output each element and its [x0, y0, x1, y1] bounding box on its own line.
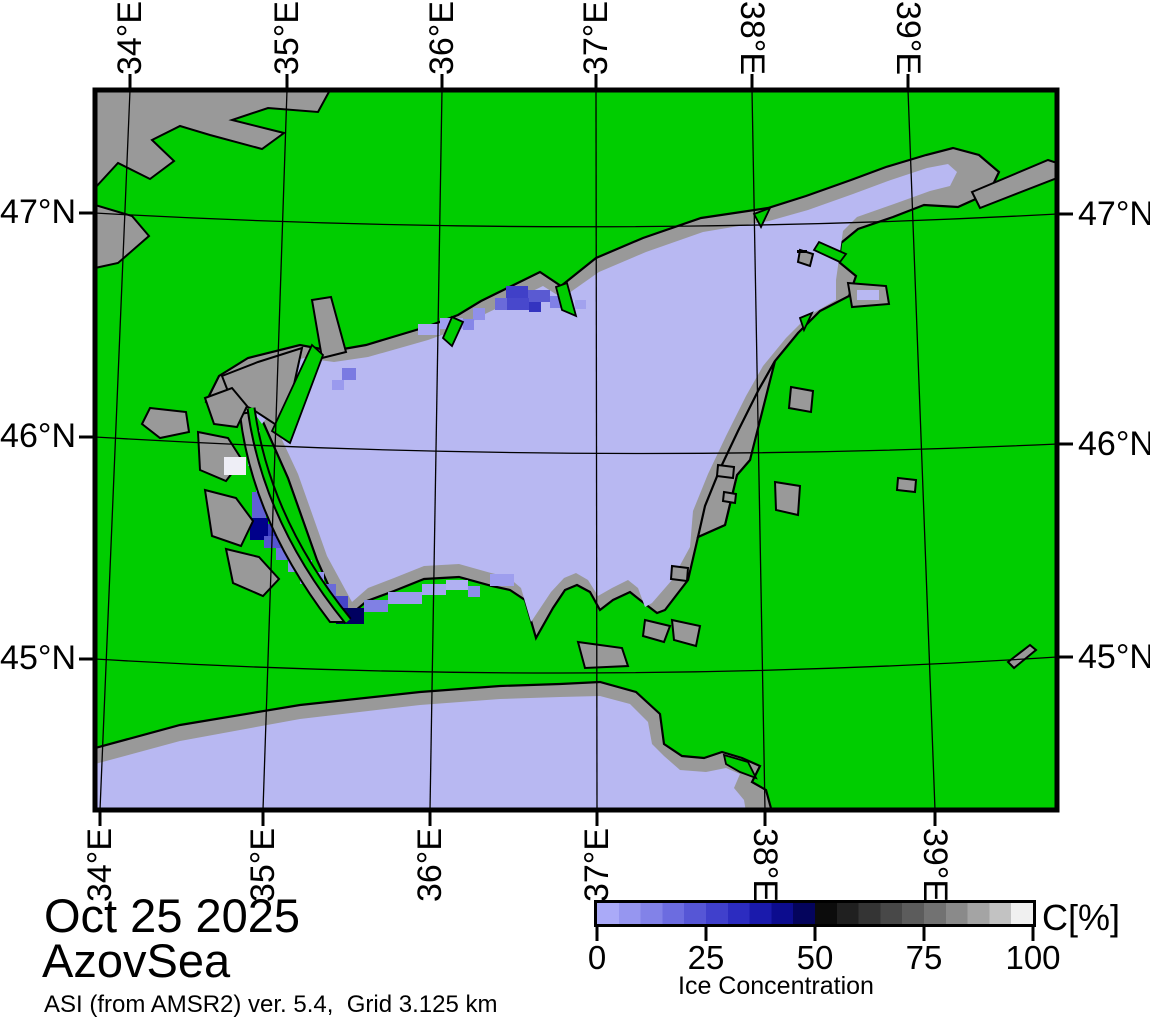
- title-date: Oct 25 2025: [44, 889, 301, 942]
- berdyansk-spit: [554, 281, 578, 318]
- arabat-spit: [248, 407, 350, 623]
- gray-water-bodies: [97, 92, 1055, 670]
- left-lat-label-47n: 47°N: [0, 190, 76, 234]
- lon-label-text: 37°E: [576, 0, 615, 76]
- colorbar-unit-label: C[%]: [1042, 897, 1121, 938]
- kerch-liman-2: [669, 564, 690, 583]
- colorbar-tick-50: 50: [796, 939, 834, 976]
- bottom-lon-label-36e: 36°E: [392, 805, 468, 925]
- east-lake-5: [721, 490, 738, 505]
- obytichna-spit: [441, 315, 465, 348]
- ne-dot: [796, 248, 815, 268]
- graticule: [97, 92, 1055, 808]
- colorbar-tick-100: 100: [1005, 939, 1061, 976]
- meridian-38e: [751, 92, 766, 808]
- east-lake-1: [895, 476, 918, 494]
- map-frame: [92, 87, 1060, 813]
- lat-label-text: 47°N: [0, 193, 76, 231]
- colorbar-gradient: [594, 900, 1036, 927]
- colorbar-tick-75: 75: [905, 939, 943, 976]
- east-lake-3: [787, 385, 815, 414]
- kuban-lake-dash: [1006, 643, 1038, 670]
- east-lake-2: [773, 480, 802, 517]
- kerch-lake-1: [576, 640, 630, 670]
- top-lon-label-34e: 34°E: [92, 0, 168, 98]
- lon-label-text: 39°E: [889, 0, 928, 76]
- right-lat-label-45n: 45°N: [1078, 635, 1150, 679]
- meridian-35e: [262, 92, 288, 808]
- yeysk-liman-water: [857, 290, 879, 300]
- lat-label-text: 46°N: [0, 417, 76, 455]
- black-sea-open-water: [97, 696, 746, 808]
- colorbar-axis-label: Ice Concentration: [678, 972, 874, 1000]
- small-lake-nw: [140, 406, 191, 440]
- title-caption: ASI (from AMSR2) ver. 5.4, Grid 3.125 km: [44, 991, 498, 1018]
- lon-label-text: 38°E: [733, 0, 772, 76]
- yeysk-spit: [798, 311, 814, 333]
- sivash-bright-spot: [224, 457, 246, 475]
- lon-label-text: 35°E: [267, 0, 306, 76]
- lon-label-text: 37°E: [577, 827, 616, 903]
- azov-open-water: [252, 164, 957, 622]
- meridian-34e: [99, 92, 131, 808]
- tuzla-spit: [722, 753, 758, 780]
- don-river-band: [970, 158, 1055, 210]
- top-lon-label-35e: 35°E: [249, 0, 325, 98]
- dnieper-river-mask: [97, 92, 331, 188]
- kerch-lake-2: [641, 618, 672, 644]
- left-lat-label-46n: 46°N: [0, 414, 76, 458]
- top-lon-label-39e: 39°E: [870, 0, 946, 98]
- lat-label-text: 45°N: [0, 639, 76, 677]
- lat-label-text: 47°N: [1078, 195, 1150, 233]
- colorbar-tick-0: 0: [587, 939, 607, 976]
- sivash-blob-1: [203, 386, 249, 429]
- title-region: AzovSea: [42, 934, 231, 987]
- top-lon-label-38e: 38°E: [714, 0, 790, 98]
- sivash-blob-3: [203, 488, 255, 548]
- lon-label-text: 39°E: [916, 827, 955, 903]
- colorbar-ticks: [595, 927, 1035, 941]
- left-lat-label-45n: 45°N: [0, 636, 76, 680]
- lon-label-text: 36°E: [410, 827, 449, 903]
- lon-label-text: 38°E: [746, 827, 785, 903]
- parallel-46n: [97, 436, 1055, 455]
- right-lat-label-46n: 46°N: [1078, 422, 1150, 466]
- top-lon-label-36e: 36°E: [404, 0, 480, 98]
- island-dash: [797, 250, 807, 253]
- fedotov-spit: [270, 343, 325, 445]
- parallel-47n: [97, 212, 1055, 228]
- lon-label-text: 36°E: [422, 0, 461, 76]
- right-lat-label-47n: 47°N: [1078, 192, 1150, 236]
- east-lake-4: [715, 463, 736, 480]
- lon-label-text: 34°E: [110, 0, 149, 76]
- meridian-36e: [429, 92, 443, 808]
- top-lon-label-37e: 37°E: [558, 0, 634, 98]
- lat-label-text: 45°N: [1078, 638, 1150, 676]
- krivaya-spit: [752, 206, 772, 229]
- dolgaya-spit: [812, 240, 848, 264]
- colorbar-tick-25: 25: [687, 939, 725, 976]
- molochny-liman: [310, 295, 348, 360]
- parallel-45n: [97, 656, 1055, 674]
- spits: [270, 206, 848, 780]
- lat-label-text: 46°N: [1078, 425, 1150, 463]
- axis-ticks: [79, 74, 1073, 826]
- meridian-39e: [907, 92, 936, 808]
- kerch-liman-1: [670, 618, 702, 648]
- meridian-37e: [595, 92, 598, 808]
- azov-east-coast-fix: [696, 360, 777, 539]
